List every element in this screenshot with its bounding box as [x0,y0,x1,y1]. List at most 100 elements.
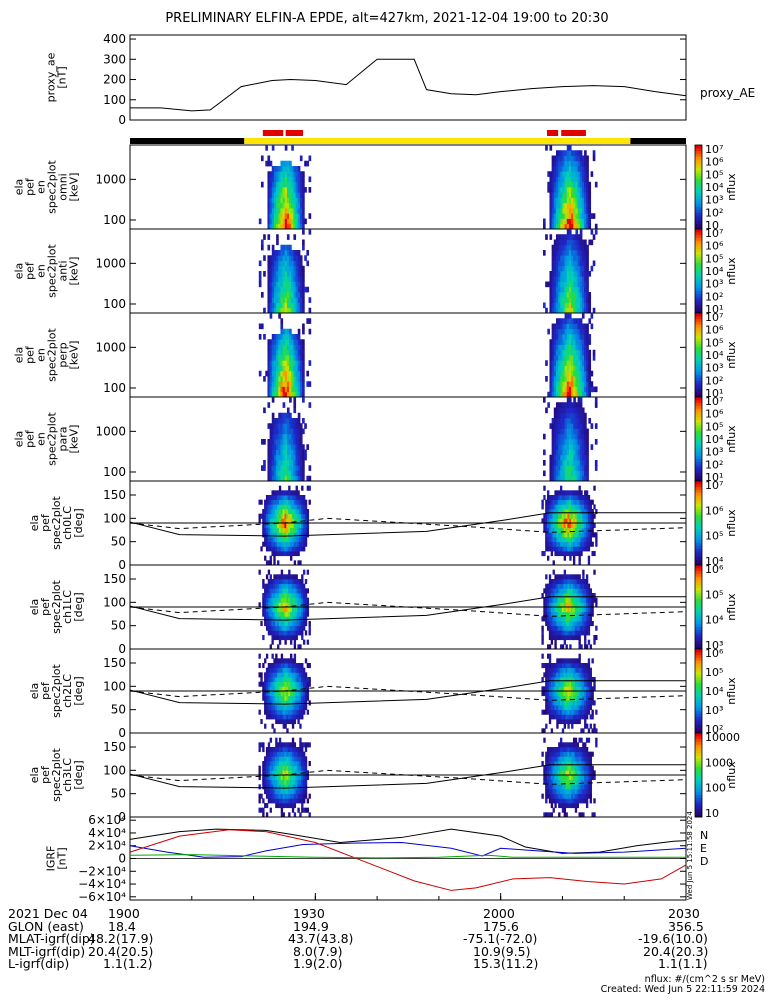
pitch-angle-cell [591,714,593,719]
spectrogram-cell [543,219,546,225]
spectrogram-cell [588,366,591,372]
spectrogram-cell [261,240,264,246]
pitch-angle-cell [549,719,551,724]
spectrogram-cell [272,245,275,251]
pitch-angle-cell [541,794,543,799]
pitch-angle-cell [595,635,597,640]
pitch-angle-cell [307,691,309,696]
pitch-angle-cell [307,775,309,780]
colorbar-tick-label: 10⁴ [705,181,724,194]
spectrogram-cell [302,345,305,351]
pitch-angle-cell [305,747,307,752]
pitch-angle-cell [297,551,299,556]
pitch-angle-cell [301,486,303,491]
pitch-angle-cell [551,803,553,808]
pitch-angle-cell [593,486,595,491]
pitch-angle-cell [268,742,270,747]
spectrogram-cell [580,318,583,324]
spectrogram-cell [285,145,288,151]
spectrogram-cell [586,161,589,167]
pitch-angle-cell [590,616,592,621]
spectrogram-cell [304,423,307,429]
spectrogram-cell [259,371,262,377]
spectrogram-cell [586,287,589,293]
spectrogram-cell [586,166,589,172]
pitch-angle-cell [260,794,262,799]
pitch-angle-cell [579,658,581,663]
spectrogram-cell [593,234,596,240]
spectrogram-cell [595,439,598,445]
pitch-angle-cell [579,654,581,659]
y-tick-label: 100 [103,93,126,107]
spectrogram-cell [545,145,548,151]
pitch-angle-cell [541,504,543,509]
pitch-angle-cell [305,500,307,505]
spectrogram-cell [263,376,266,382]
pitch-angle-cell [579,719,581,724]
pitch-angle-cell [591,691,593,696]
spectrogram-cell [586,171,589,177]
spectrogram-cell [293,402,296,408]
colorbar-tick-label: 10⁶ [705,156,724,169]
spectrogram-cell [588,297,591,303]
spectrogram-cell [261,245,264,251]
spectrogram-cell [302,387,305,393]
spectrogram-cell [543,303,546,309]
pitch-angle-cell [284,640,286,645]
pitch-angle-cell [593,523,595,528]
pitch-angle-cell [303,798,305,803]
pitch-angle-cell [595,598,597,603]
spectrogram-cell [582,313,585,319]
y-axis-label: [keV] [68,257,81,286]
spectrogram-cell [302,371,305,377]
pitch-angle-cell [588,495,590,500]
pitch-angle-cell [588,546,590,551]
pitch-angle-cell [305,621,307,626]
pitch-angle-cell [588,626,590,631]
pitch-angle-cell [270,574,272,579]
pitch-angle-cell [586,714,588,719]
pitch-angle-cell [301,579,303,584]
pitch-angle-cell [264,724,266,729]
science-zone-marker [263,130,283,136]
colorbar-tick-label: 10⁴ [705,433,724,446]
pitch-angle-cell [309,626,311,631]
spectrogram-cell [261,324,264,330]
pitch-angle-cell [290,654,292,659]
pitch-angle-cell [305,593,307,598]
spectrogram-cell [573,397,576,403]
colorbar-label: nflux [725,509,738,537]
pitch-angle-cell [290,640,292,645]
ae-line [130,59,686,111]
pitch-angle-cell [584,640,586,645]
pitch-angle-cell [299,738,301,743]
pitch-angle-cell [305,504,307,509]
pitch-angle-cell [564,556,566,561]
colorbar-tick-label: 10³ [705,194,723,207]
pitch-angle-cell [590,724,592,729]
spectrogram-cell [309,297,312,303]
spectrogram-cell [270,313,273,319]
spectrogram-cell [588,339,591,345]
spectrogram-frame [130,397,686,481]
spectrogram-cell [588,219,591,225]
spectrogram-cell [584,423,587,429]
y-tick-label: 150 [103,488,126,502]
colorbar-tick-label: 10⁶ [705,504,724,517]
spectrogram-cell [289,329,292,335]
spectrogram-cell [545,376,548,382]
spectrogram-cell [302,429,305,435]
science-zone-marker [561,130,586,136]
spectrogram-cell [584,240,587,246]
colorbar-tick-label: 10⁵ [705,252,723,265]
spectrogram-cell [588,318,591,324]
y-axis-label: [keV] [68,173,81,202]
pitch-angle-cell [579,556,581,561]
pitch-angle-cell [303,710,305,715]
spectrogram-cell [588,292,591,298]
pitch-angle-cell [591,621,593,626]
colorbar-label: nflux [725,677,738,705]
pitch-angle-cell [301,803,303,808]
spectrogram-cell [545,408,548,414]
